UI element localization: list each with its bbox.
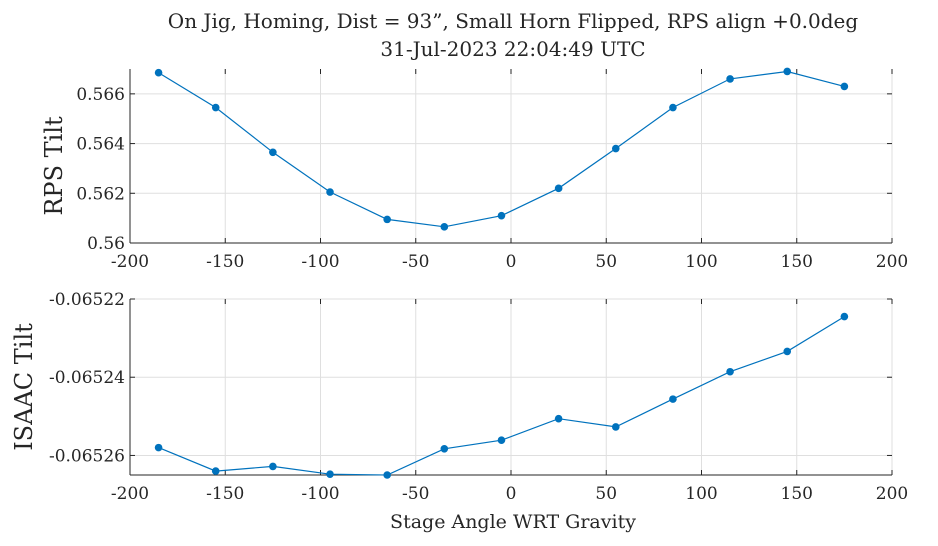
isaac-data-point: [269, 462, 277, 471]
chart-title: On Jig, Homing, Dist = 93”, Small Horn F…: [168, 9, 859, 33]
rps-data-point: [497, 211, 506, 220]
rps-x-tick-label: -100: [301, 252, 339, 272]
rps-x-tick-label: 50: [595, 252, 617, 272]
rps-data-point: [326, 188, 334, 196]
isaac-y-tick-label: -0.06522: [49, 290, 125, 310]
rps-data-point: [383, 215, 391, 224]
rps-y-tick-label: 0.564: [76, 135, 125, 155]
isaac-data-point: [783, 347, 792, 356]
isaac-x-tick-label: 0: [506, 484, 517, 504]
rps-series-line: [158, 70, 845, 228]
isaac-y-tick-label: -0.06526: [49, 446, 125, 466]
isaac-tilt-ylabel: ISAAC Tilt: [10, 323, 38, 451]
rps-x-tick-label: -200: [111, 252, 149, 272]
rps-data-point: [269, 148, 277, 157]
isaac-series-line: [158, 316, 845, 476]
isaac-x-tick-label: 150: [781, 484, 813, 504]
rps-data-point: [554, 184, 563, 193]
rps-y-tick-label: 0.56: [87, 234, 125, 254]
isaac-data-point: [383, 471, 391, 479]
isaac-data-point: [440, 444, 449, 453]
rps-tilt-ylabel: RPS Tilt: [40, 116, 68, 216]
isaac-data-point: [840, 312, 849, 321]
rps-data-point: [611, 144, 620, 153]
isaac-y-tick-label: -0.06524: [49, 368, 125, 388]
rps-data-point: [669, 103, 677, 112]
rps-data-point: [440, 223, 449, 231]
rps-data-point: [726, 75, 734, 83]
x-axis-label: Stage Angle WRT Gravity: [390, 511, 636, 533]
isaac-tilt-plot: -200 -150 -100 -50 0 50 100 150 200 -0.06526 -0.06…: [49, 290, 908, 504]
isaac-data-point: [554, 414, 563, 423]
isaac-x-tick-label: -50: [402, 484, 429, 504]
rps-x-tick-label: 150: [781, 252, 813, 272]
rps-data-point: [211, 103, 220, 112]
rps-y-tick-label: 0.566: [76, 85, 125, 105]
rps-x-tick-label: -150: [206, 252, 244, 272]
rps-data-point: [783, 67, 792, 76]
rps-tilt-plot: -200 -150 -100 -50 0 50 100 150 200 0.56 0.562 0.56…: [76, 67, 908, 272]
rps-data-point: [840, 82, 849, 91]
isaac-x-tick-label: -100: [301, 484, 339, 504]
rps-data-point: [154, 68, 163, 77]
isaac-x-tick-label: 200: [876, 484, 908, 504]
isaac-x-tick-label: 100: [685, 484, 717, 504]
rps-x-tick-label: 200: [876, 252, 908, 272]
rps-x-tick-label: 0: [506, 252, 517, 272]
isaac-data-point: [211, 467, 220, 475]
isaac-data-point: [497, 436, 506, 444]
rps-y-tick-label: 0.562: [76, 184, 125, 204]
isaac-data-point: [669, 395, 677, 403]
isaac-data-point: [726, 367, 734, 376]
rps-x-tick-label: 100: [685, 252, 717, 272]
isaac-x-tick-label: -150: [206, 484, 244, 504]
isaac-data-point: [326, 470, 334, 479]
chart-subtitle-timestamp: 31-Jul-2023 22:04:49 UTC: [380, 37, 645, 61]
isaac-x-tick-label: -200: [111, 484, 149, 504]
rps-x-tick-label: -50: [402, 252, 429, 272]
isaac-x-tick-label: 50: [595, 484, 617, 504]
isaac-data-point: [154, 443, 163, 452]
isaac-data-point: [611, 423, 620, 431]
